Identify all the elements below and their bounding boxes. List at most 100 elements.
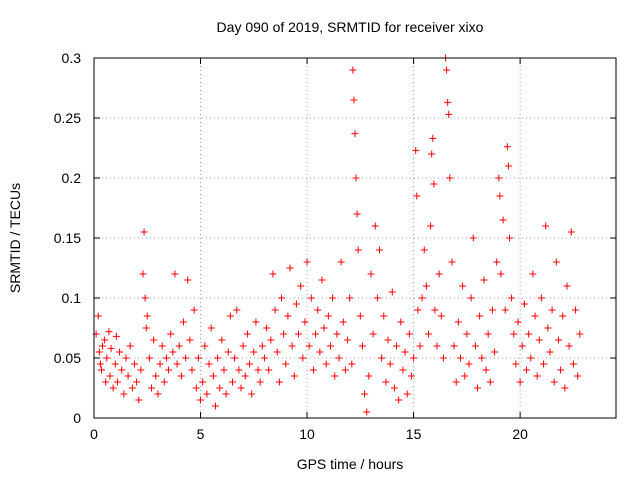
data-point	[299, 354, 307, 362]
data-point	[561, 384, 569, 392]
data-point	[416, 342, 424, 350]
data-point	[277, 294, 285, 302]
data-point	[271, 306, 279, 314]
data-point	[435, 270, 443, 278]
data-point	[428, 150, 436, 158]
data-point	[493, 258, 501, 266]
data-point	[480, 276, 488, 284]
data-point	[112, 332, 120, 340]
data-point	[542, 222, 550, 230]
data-point	[520, 300, 528, 308]
data-point	[199, 378, 207, 386]
data-point	[203, 390, 211, 398]
data-point	[567, 228, 575, 236]
data-point	[105, 328, 113, 336]
data-point	[548, 306, 556, 314]
data-point	[454, 318, 462, 326]
data-point	[99, 342, 107, 350]
data-point	[154, 390, 162, 398]
data-point	[197, 396, 205, 404]
data-point	[273, 348, 281, 356]
data-point	[525, 330, 533, 338]
data-point	[158, 342, 166, 350]
data-point	[237, 384, 245, 392]
y-tick-label: 0.15	[54, 230, 81, 246]
data-point	[393, 342, 401, 350]
data-point	[209, 372, 217, 380]
data-point	[341, 366, 349, 374]
data-point	[531, 312, 539, 320]
data-point	[369, 330, 377, 338]
data-point	[420, 246, 428, 254]
data-point	[128, 384, 136, 392]
data-point	[405, 330, 413, 338]
data-point	[378, 354, 386, 362]
data-point	[569, 360, 577, 368]
data-point	[533, 372, 541, 380]
data-point	[410, 354, 418, 362]
data-point	[401, 348, 409, 356]
data-point	[482, 366, 490, 374]
data-point	[403, 390, 411, 398]
data-point	[390, 384, 398, 392]
data-point	[214, 354, 222, 362]
data-point	[550, 378, 558, 386]
data-point	[175, 342, 183, 350]
data-point	[152, 372, 160, 380]
data-point	[145, 354, 153, 362]
data-point	[463, 330, 471, 338]
data-point	[235, 366, 243, 374]
data-point	[239, 342, 247, 350]
data-point	[540, 360, 548, 368]
data-point	[148, 384, 156, 392]
data-point	[184, 276, 192, 284]
data-point	[459, 282, 467, 290]
data-point	[246, 360, 254, 368]
data-point	[205, 360, 213, 368]
data-point	[395, 396, 403, 404]
data-point	[452, 378, 460, 386]
data-points	[92, 54, 584, 416]
data-point	[228, 378, 236, 386]
data-point	[552, 258, 560, 266]
data-point	[527, 354, 535, 362]
data-point	[290, 372, 298, 380]
data-point	[182, 354, 190, 362]
data-point	[448, 258, 456, 266]
data-point	[461, 372, 469, 380]
y-tick-label: 0.3	[62, 50, 82, 66]
y-axis-label: SRMTID / TECUs	[7, 183, 23, 293]
data-point	[295, 330, 303, 338]
data-point	[353, 210, 361, 218]
data-point	[106, 372, 114, 380]
data-point	[143, 312, 151, 320]
data-point	[491, 348, 499, 356]
data-point	[514, 318, 522, 326]
data-point	[133, 378, 141, 386]
data-point	[335, 354, 343, 362]
data-point	[314, 306, 322, 314]
data-point	[248, 390, 256, 398]
data-point	[286, 264, 294, 272]
data-point	[263, 324, 271, 332]
data-point	[241, 372, 249, 380]
data-point	[510, 330, 518, 338]
data-point	[177, 372, 185, 380]
data-point	[169, 348, 177, 356]
data-point	[414, 306, 422, 314]
data-point	[407, 372, 415, 380]
data-point	[220, 366, 228, 374]
data-point	[504, 162, 512, 170]
data-point	[280, 330, 288, 338]
data-point	[557, 366, 565, 374]
y-tick-label: 0	[73, 410, 81, 426]
data-point	[224, 348, 232, 356]
data-point	[320, 324, 328, 332]
data-point	[433, 342, 441, 350]
data-point	[107, 344, 115, 352]
data-point	[171, 270, 179, 278]
data-point	[361, 390, 369, 398]
data-point	[497, 270, 505, 278]
data-point	[559, 312, 567, 320]
data-point	[467, 294, 475, 302]
